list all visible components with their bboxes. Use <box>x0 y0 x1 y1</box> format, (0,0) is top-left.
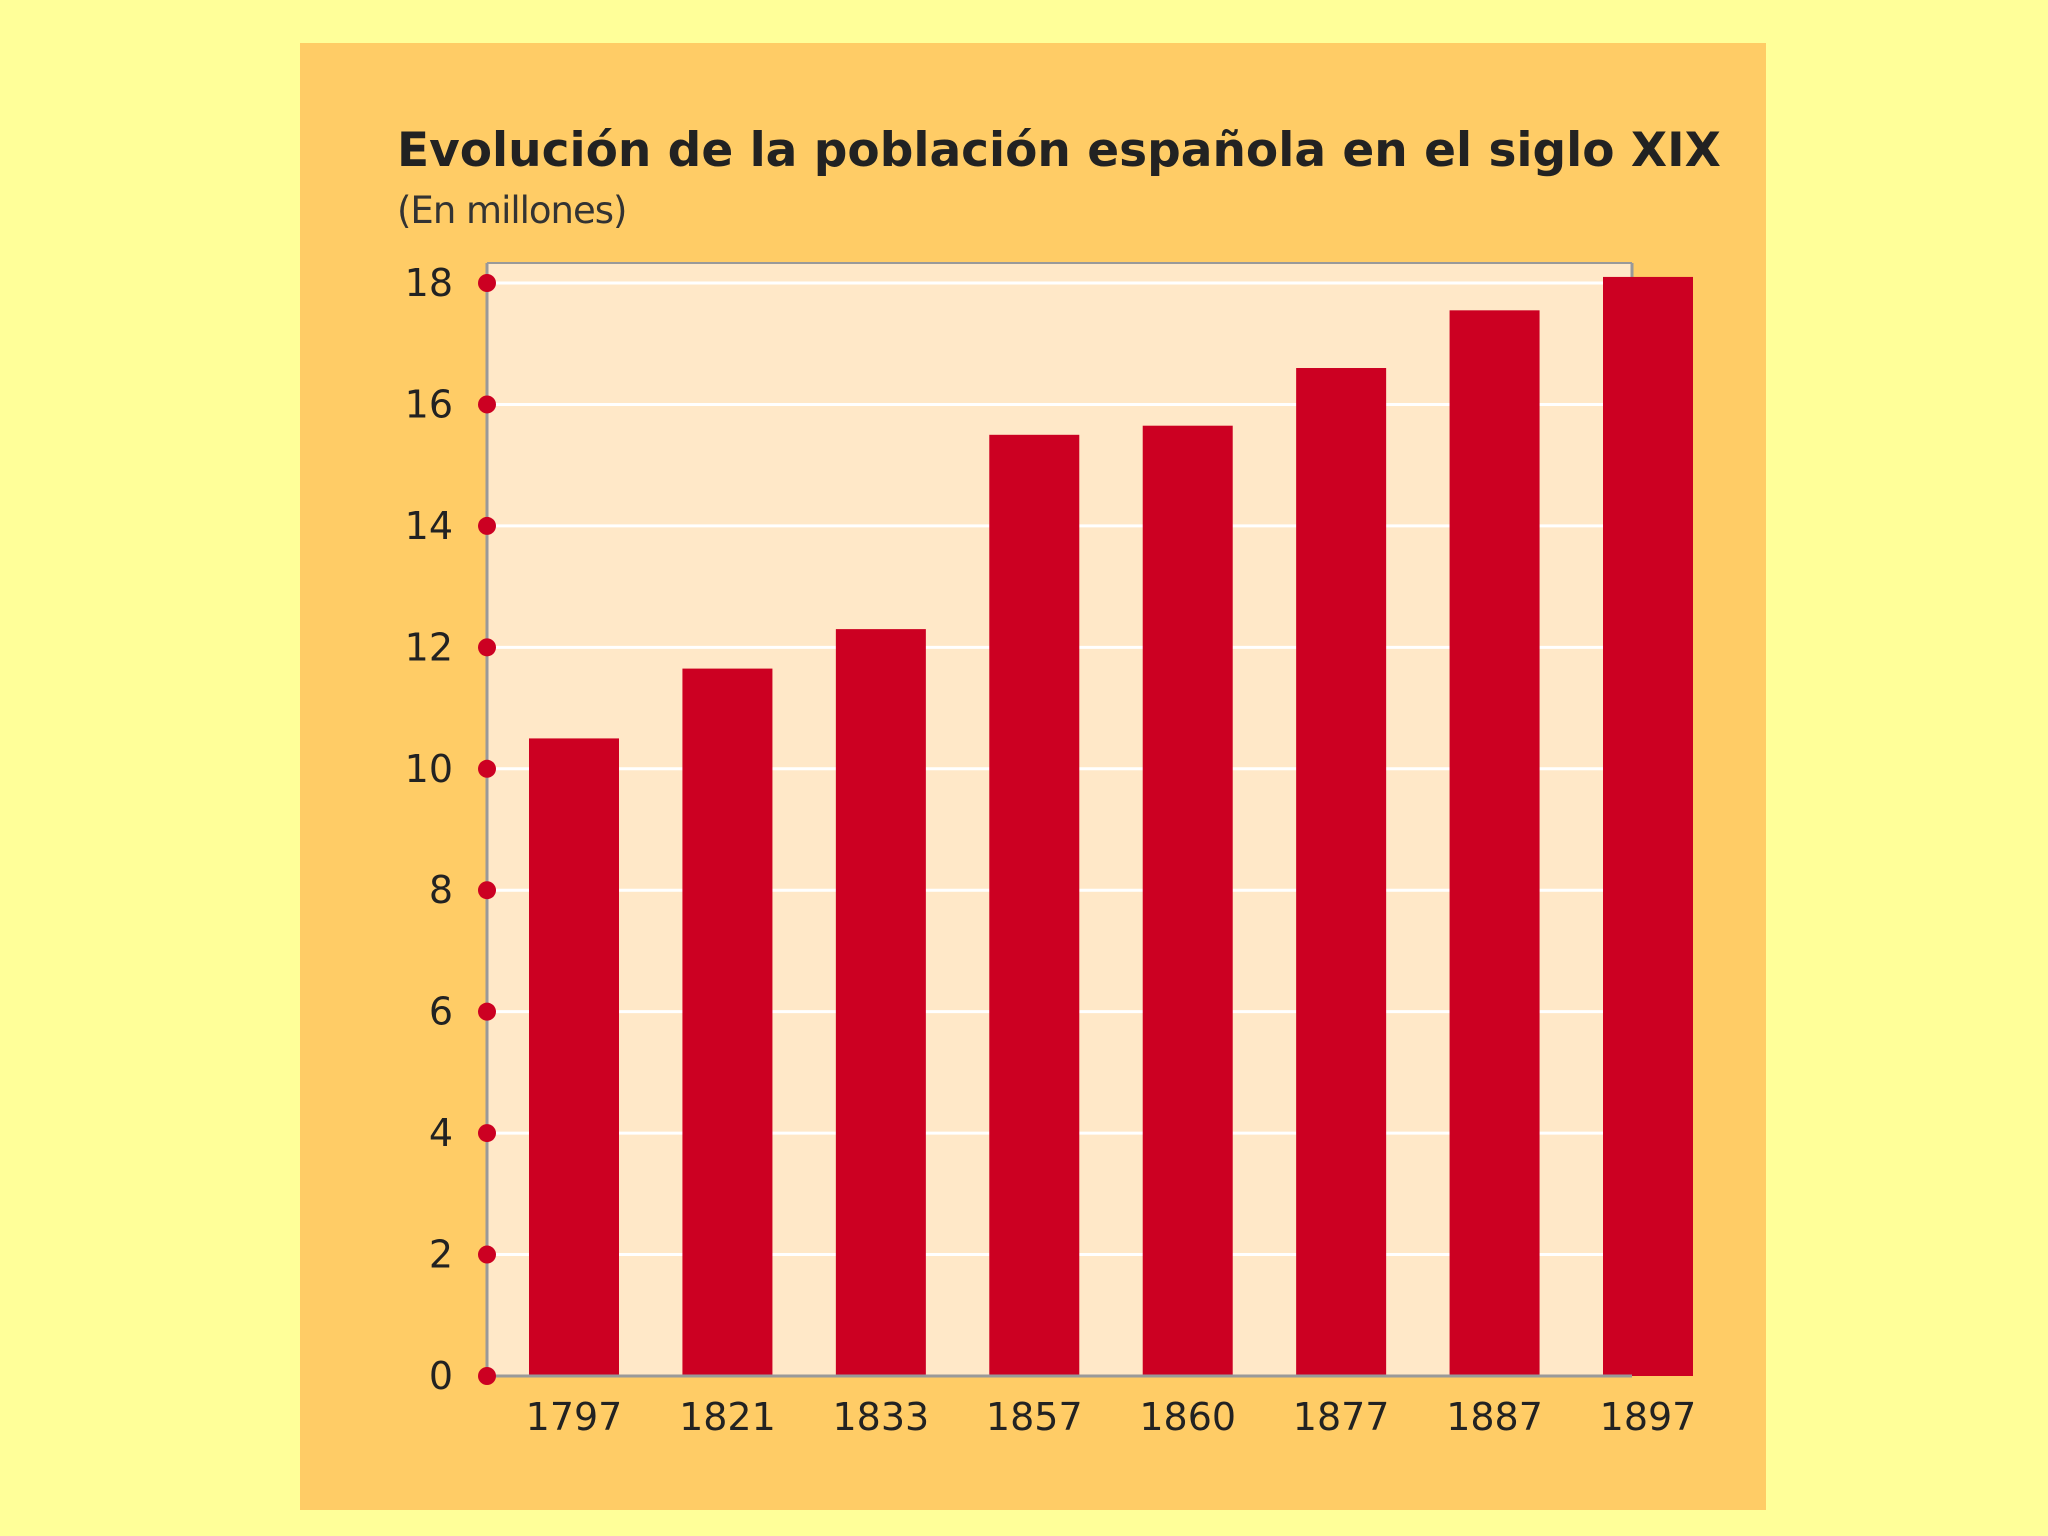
y-tick-label: 18 <box>405 261 453 305</box>
x-tick-label: 1797 <box>526 1395 623 1439</box>
y-tick-label: 14 <box>405 504 453 548</box>
x-tick-label: 1897 <box>1600 1395 1697 1439</box>
y-tick-marker <box>478 881 496 900</box>
y-tick-marker <box>478 1002 496 1021</box>
bar <box>835 629 926 1376</box>
y-tick-marker <box>478 395 496 414</box>
bar <box>1603 276 1693 1377</box>
y-tick-marker <box>478 638 496 657</box>
bar <box>1142 425 1233 1376</box>
y-tick-marker <box>478 1245 496 1264</box>
y-tick-label: 10 <box>405 747 453 791</box>
bar <box>1296 368 1387 1376</box>
y-tick-marker <box>478 516 496 535</box>
y-tick-label: 2 <box>429 1233 453 1277</box>
bar <box>989 434 1080 1376</box>
chart-subtitle: (En millones) <box>397 189 627 232</box>
y-tick-marker <box>478 1124 496 1143</box>
bar <box>529 738 619 1376</box>
y-tick-label: 6 <box>429 990 453 1034</box>
bar <box>1449 310 1540 1377</box>
y-tick-marker <box>478 274 496 292</box>
y-tick-marker <box>478 759 496 778</box>
x-tick-label: 1860 <box>1139 1395 1236 1439</box>
y-tick-label: 12 <box>405 625 453 669</box>
y-tick-label: 8 <box>429 868 453 912</box>
y-tick-label: 16 <box>405 382 453 426</box>
x-tick-label: 1821 <box>679 1395 776 1439</box>
bar-chart: 0 2 4 6 8 10 12 14 16 18 1797 1821 1833 1857 1860 1877 1… <box>405 261 1697 1439</box>
chart-panel: Evolución de la población española en el… <box>300 43 1766 1510</box>
x-tick-label: 1887 <box>1446 1395 1543 1439</box>
y-tick-label: 4 <box>429 1111 453 1155</box>
y-tick-label: 0 <box>429 1354 453 1398</box>
chart-title: Evolución de la población española en el… <box>397 123 1721 178</box>
bar <box>682 668 773 1376</box>
x-tick-label: 1877 <box>1293 1395 1390 1439</box>
x-tick-label: 1857 <box>986 1395 1083 1439</box>
y-tick-marker <box>478 1367 496 1385</box>
x-tick-label: 1833 <box>832 1395 929 1439</box>
